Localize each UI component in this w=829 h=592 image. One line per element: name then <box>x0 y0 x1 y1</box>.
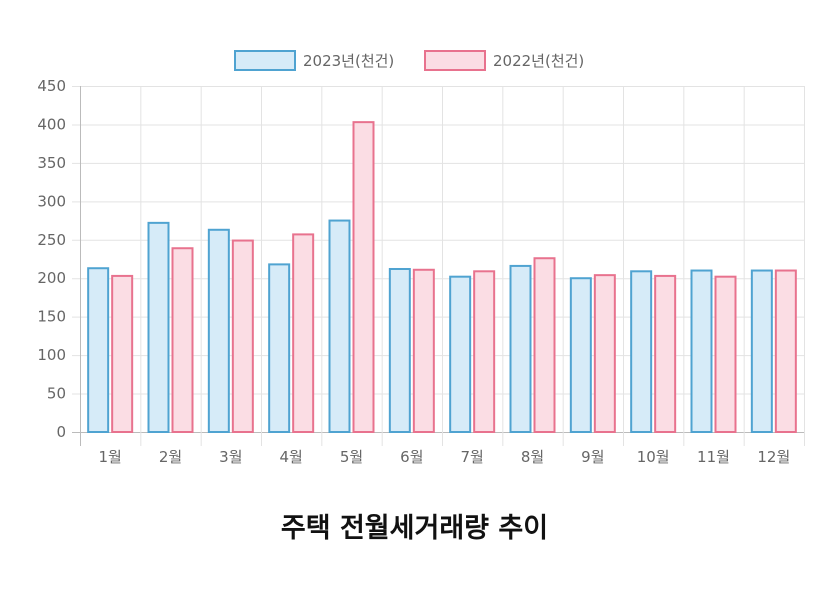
legend-label-2023: 2023년(천건) <box>303 52 394 70</box>
legend-label-2022: 2022년(천건) <box>493 52 584 70</box>
y-tick-label: 300 <box>37 192 66 210</box>
bar-2023-11[interactable] <box>690 269 713 433</box>
x-tick-label: 7월 <box>460 448 483 466</box>
bar-2023-4[interactable] <box>268 263 291 434</box>
bar-2022-11[interactable] <box>714 275 737 433</box>
bar-2023-6[interactable] <box>388 267 411 433</box>
grid <box>72 86 805 446</box>
bar-2023-2[interactable] <box>147 221 170 433</box>
y-tick-label: 250 <box>37 231 66 249</box>
bar-2022-6[interactable] <box>412 268 435 433</box>
bar-2022-9[interactable] <box>593 274 616 433</box>
legend-swatch-2022 <box>424 50 486 71</box>
bar-2022-4[interactable] <box>292 233 315 433</box>
bar-2023-5[interactable] <box>328 219 351 433</box>
bar-2022-1[interactable] <box>111 274 134 433</box>
bars <box>87 121 797 434</box>
bar-2022-3[interactable] <box>231 239 254 433</box>
x-tick-label: 8월 <box>521 448 544 466</box>
y-axis: 0 50 100 150 200 250 300 350 400 450 <box>37 77 66 441</box>
bar-2022-8[interactable] <box>533 257 556 433</box>
bar-2023-9[interactable] <box>569 277 592 433</box>
legend-item-2022[interactable]: 2022년(천건) <box>424 50 584 71</box>
bar-2023-7[interactable] <box>449 275 472 433</box>
bar-2023-10[interactable] <box>630 270 653 433</box>
legend-item-2023[interactable]: 2023년(천건) <box>234 50 394 71</box>
x-tick-label: 10월 <box>637 448 670 466</box>
bar-2022-7[interactable] <box>473 270 496 433</box>
bar-2022-10[interactable] <box>654 274 677 433</box>
bar-2022-12[interactable] <box>774 269 797 433</box>
x-tick-label: 1월 <box>98 448 121 466</box>
x-tick-label: 12월 <box>757 448 790 466</box>
bar-2022-2[interactable] <box>171 247 194 433</box>
x-tick-label: 2월 <box>159 448 182 466</box>
legend[interactable]: 2023년(천건) 2022년(천건) <box>234 50 584 71</box>
x-tick-label: 11월 <box>697 448 730 466</box>
bar-2023-3[interactable] <box>207 228 230 433</box>
y-tick-label: 150 <box>37 308 66 326</box>
bar-2022-5[interactable] <box>352 121 375 433</box>
y-tick-label: 0 <box>56 423 66 441</box>
y-tick-label: 100 <box>37 346 66 364</box>
x-tick-label: 4월 <box>279 448 302 466</box>
bar-2023-1[interactable] <box>87 267 110 433</box>
bar-2023-8[interactable] <box>509 264 532 434</box>
chart-title: 주택 전월세거래량 추이 <box>280 513 549 544</box>
y-tick-label: 400 <box>37 115 66 133</box>
bar-2023-12[interactable] <box>750 269 773 433</box>
y-tick-label: 350 <box>37 154 66 172</box>
x-tick-label: 3월 <box>219 448 242 466</box>
y-tick-label: 200 <box>37 269 66 287</box>
x-tick-label: 9월 <box>581 448 604 466</box>
y-tick-label: 450 <box>37 77 66 95</box>
y-tick-label: 50 <box>47 385 66 403</box>
x-axis: 1월 2월 3월 4월 5월 6월 7월 8월 9월 10월 11월 12월 <box>98 448 790 466</box>
x-tick-label: 6월 <box>400 448 423 466</box>
x-tick-label: 5월 <box>340 448 363 466</box>
legend-swatch-2023 <box>234 50 296 71</box>
